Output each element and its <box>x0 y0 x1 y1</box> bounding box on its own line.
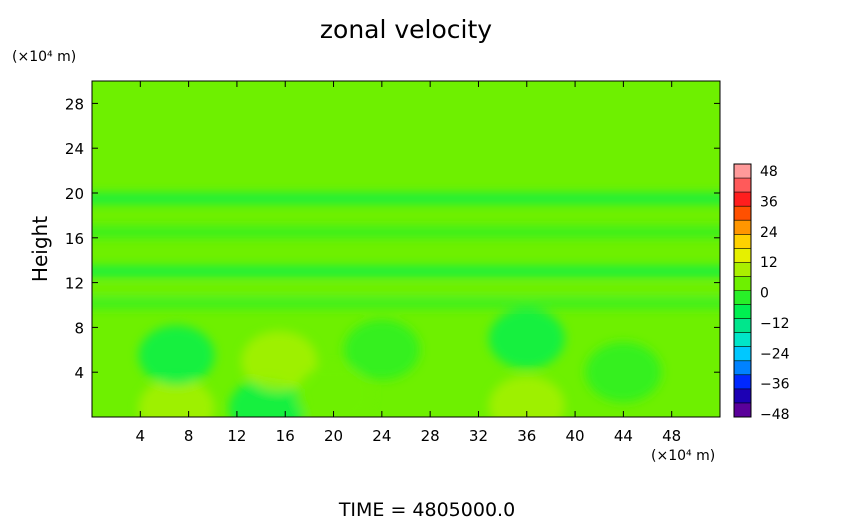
contour-blob <box>343 319 420 380</box>
colorbar-tick-label: 48 <box>760 164 778 180</box>
contour-band <box>92 266 720 277</box>
plot-area <box>91 80 721 418</box>
y-tick-label: 16 <box>65 230 84 248</box>
x-tick-label: 44 <box>614 427 633 445</box>
contour-blob <box>138 378 215 417</box>
x-tick-label: 20 <box>324 427 343 445</box>
colorbar-tick-label: 12 <box>760 255 778 271</box>
y-axis: 4 8 12 16 20 24 28 <box>65 95 720 382</box>
y-axis-label: Height <box>28 216 52 282</box>
contour-band <box>92 227 720 238</box>
colorbar-swatch <box>734 374 751 390</box>
contour-blob <box>488 308 565 369</box>
x-tick-label: 48 <box>662 427 681 445</box>
x-tick-label: 16 <box>276 427 295 445</box>
x-tick-label: 24 <box>372 427 391 445</box>
contour-blob <box>488 375 565 417</box>
contour-band <box>92 286 720 297</box>
x-tick-label: 4 <box>136 427 146 445</box>
y-tick-label: 8 <box>74 319 84 337</box>
contour-band <box>92 297 720 308</box>
colorbar-swatch <box>734 346 751 362</box>
colorbar-swatch <box>734 220 751 235</box>
colorbar-swatch <box>734 192 751 207</box>
colorbar-swatch <box>734 262 751 277</box>
y-tick-label: 24 <box>65 140 84 158</box>
colorbar-swatch <box>734 178 751 193</box>
colorbar-swatch <box>734 290 751 305</box>
colorbar: 48 36 24 12 0 −12 −24 −36 −48 <box>733 163 790 423</box>
time-footer: TIME = 4805000.0 <box>338 499 515 519</box>
colorbar-tick-label: −24 <box>760 346 790 362</box>
colorbar-swatch <box>734 206 751 221</box>
contour-blob <box>241 331 318 391</box>
colorbar-tick-label: −12 <box>760 316 790 332</box>
x-unit-label: (×10⁴ m) <box>651 448 715 464</box>
x-tick-label: 32 <box>469 427 488 445</box>
y-tick-label: 20 <box>65 185 84 203</box>
colorbar-swatch <box>734 388 751 404</box>
colorbar-tick-label: −48 <box>760 407 790 423</box>
y-unit-label: (×10⁴ m) <box>12 49 76 65</box>
x-tick-label: 8 <box>184 427 194 445</box>
x-tick-label: 12 <box>227 427 246 445</box>
x-tick-label: 40 <box>566 427 585 445</box>
colorbar-swatch <box>734 304 751 319</box>
chart-title: zonal velocity <box>320 15 492 44</box>
colorbar-swatch <box>734 360 751 376</box>
colorbar-swatch <box>734 318 751 333</box>
colorbar-tick-label: 24 <box>760 225 778 241</box>
y-tick-label: 28 <box>65 95 84 113</box>
colorbar-swatch <box>734 234 751 249</box>
x-tick-label: 28 <box>421 427 440 445</box>
colorbar-tick-label: −36 <box>760 377 790 393</box>
x-tick-label: 36 <box>517 427 536 445</box>
colorbar-frame <box>733 163 752 418</box>
contour-blob <box>138 325 215 386</box>
x-axis: 4 8 12 16 20 24 28 32 36 40 44 48 <box>136 81 681 445</box>
colorbar-swatch <box>734 332 751 348</box>
contour-band <box>92 193 720 204</box>
colorbar-tick-label: 36 <box>760 194 778 210</box>
colorbar-swatch <box>734 402 751 418</box>
plot-frame <box>91 80 721 418</box>
y-tick-label: 4 <box>74 364 84 382</box>
contour-blob <box>295 364 372 417</box>
colorbar-swatch <box>734 248 751 263</box>
colorbar-tick-label: 0 <box>760 286 769 302</box>
y-tick-label: 12 <box>65 275 84 293</box>
colorbar-swatch <box>734 164 751 179</box>
colorbar-swatch <box>734 276 751 291</box>
contour-blob <box>585 342 662 403</box>
